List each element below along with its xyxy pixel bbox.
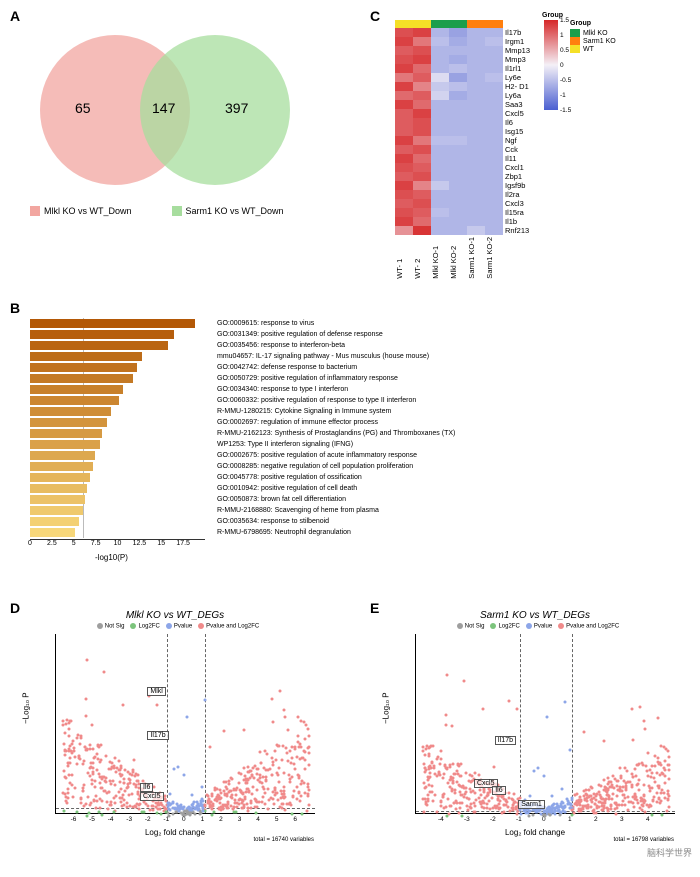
volcano-xlabel: Log₂ fold change <box>30 828 320 837</box>
volcano-plot: -6-5-4-3-2-10123456MlklIl17bIl6Cxcl5 <box>55 634 315 814</box>
venn-overlap-count: 147 <box>152 100 175 116</box>
heatmap-group-legend-title: Group <box>570 20 616 27</box>
volcano-total: total = 16740 variables <box>30 837 314 843</box>
volcano-legend: Not SigLog2FCPvaluePvalue and Log2FC <box>30 623 320 630</box>
volcano-title: Mlkl KO vs WT_DEGs <box>30 610 320 621</box>
heatmap-group-legend: Group Mlkl KOSarm1 KOWT <box>570 20 616 110</box>
volcano-plot: -4-3-2-101234Il17bCxcl5Il6Sarm1 <box>415 634 675 814</box>
volcano-e: Sarm1 KO vs WT_DEGs Not SigLog2FCPvalueP… <box>390 610 680 840</box>
volcano-ylabel: −Log₁₀ P <box>382 692 391 724</box>
heatmap-legend: 1.510.50-0.5-1-1.5 Group Mlkl KOSarm1 KO… <box>544 20 616 279</box>
panel-c-label: C <box>370 8 380 24</box>
volcano-total: total = 16798 variables <box>390 837 674 843</box>
heatmap-group-annot-title: Group <box>542 12 616 19</box>
panel-c: WT- 1WT- 2Mlkl KO-1Mlkl KO-2Sarm1 KO-1Sa… <box>395 20 616 279</box>
venn-right-label: Sarm1 KO vs WT_Down <box>186 206 284 216</box>
volcano-xlabel: Log₂ fold change <box>390 828 680 837</box>
venn-diagram: 65 147 397 <box>30 30 310 200</box>
heatmap-group-bar <box>395 20 503 28</box>
panel-e: Sarm1 KO vs WT_DEGs Not SigLog2FCPvalueP… <box>390 610 680 840</box>
panel-a: 65 147 397 Mlkl KO vs WT_Down Sarm1 KO v… <box>30 30 310 216</box>
volcano-d: Mlkl KO vs WT_DEGs Not SigLog2FCPvaluePv… <box>30 610 320 840</box>
venn-left-label: Mlkl KO vs WT_Down <box>44 206 132 216</box>
heatmap-col-labels: WT- 1WT- 2Mlkl KO-1Mlkl KO-2Sarm1 KO-1Sa… <box>395 237 503 279</box>
panel-d-label: D <box>10 600 20 616</box>
heatmap: WT- 1WT- 2Mlkl KO-1Mlkl KO-2Sarm1 KO-1Sa… <box>395 20 616 279</box>
bar-x-axis: 02.557.51012.51517.5 <box>30 539 205 553</box>
volcano-title: Sarm1 KO vs WT_DEGs <box>390 610 680 621</box>
heatmap-grid <box>395 28 503 235</box>
heatmap-row-labels: Il17bIrgm1Mmp13Mmp3Il1rl1Ly6eH2- D1Ly6aS… <box>505 28 530 279</box>
panel-b-label: B <box>10 300 20 316</box>
venn-left-count: 65 <box>75 100 91 116</box>
volcano-legend: Not SigLog2FCPvaluePvalue and Log2FC <box>390 623 680 630</box>
volcano-ylabel: −Log₁₀ P <box>22 692 31 724</box>
venn-left-swatch <box>30 206 40 216</box>
bar-x-label: -log10(P) <box>95 553 680 562</box>
panel-e-label: E <box>370 600 379 616</box>
panel-a-label: A <box>10 8 20 24</box>
heatmap-colorbar: 1.510.50-0.5-1-1.5 <box>544 20 558 110</box>
watermark: 脑科学世界 <box>647 846 692 859</box>
bar-rows: GO:0009615: response to virusGO:0031349:… <box>30 318 680 537</box>
venn-right-count: 397 <box>225 100 248 116</box>
panel-b: GO:0009615: response to virusGO:0031349:… <box>30 318 680 562</box>
venn-right-swatch <box>172 206 182 216</box>
panel-d: Mlkl KO vs WT_DEGs Not SigLog2FCPvaluePv… <box>30 610 320 840</box>
